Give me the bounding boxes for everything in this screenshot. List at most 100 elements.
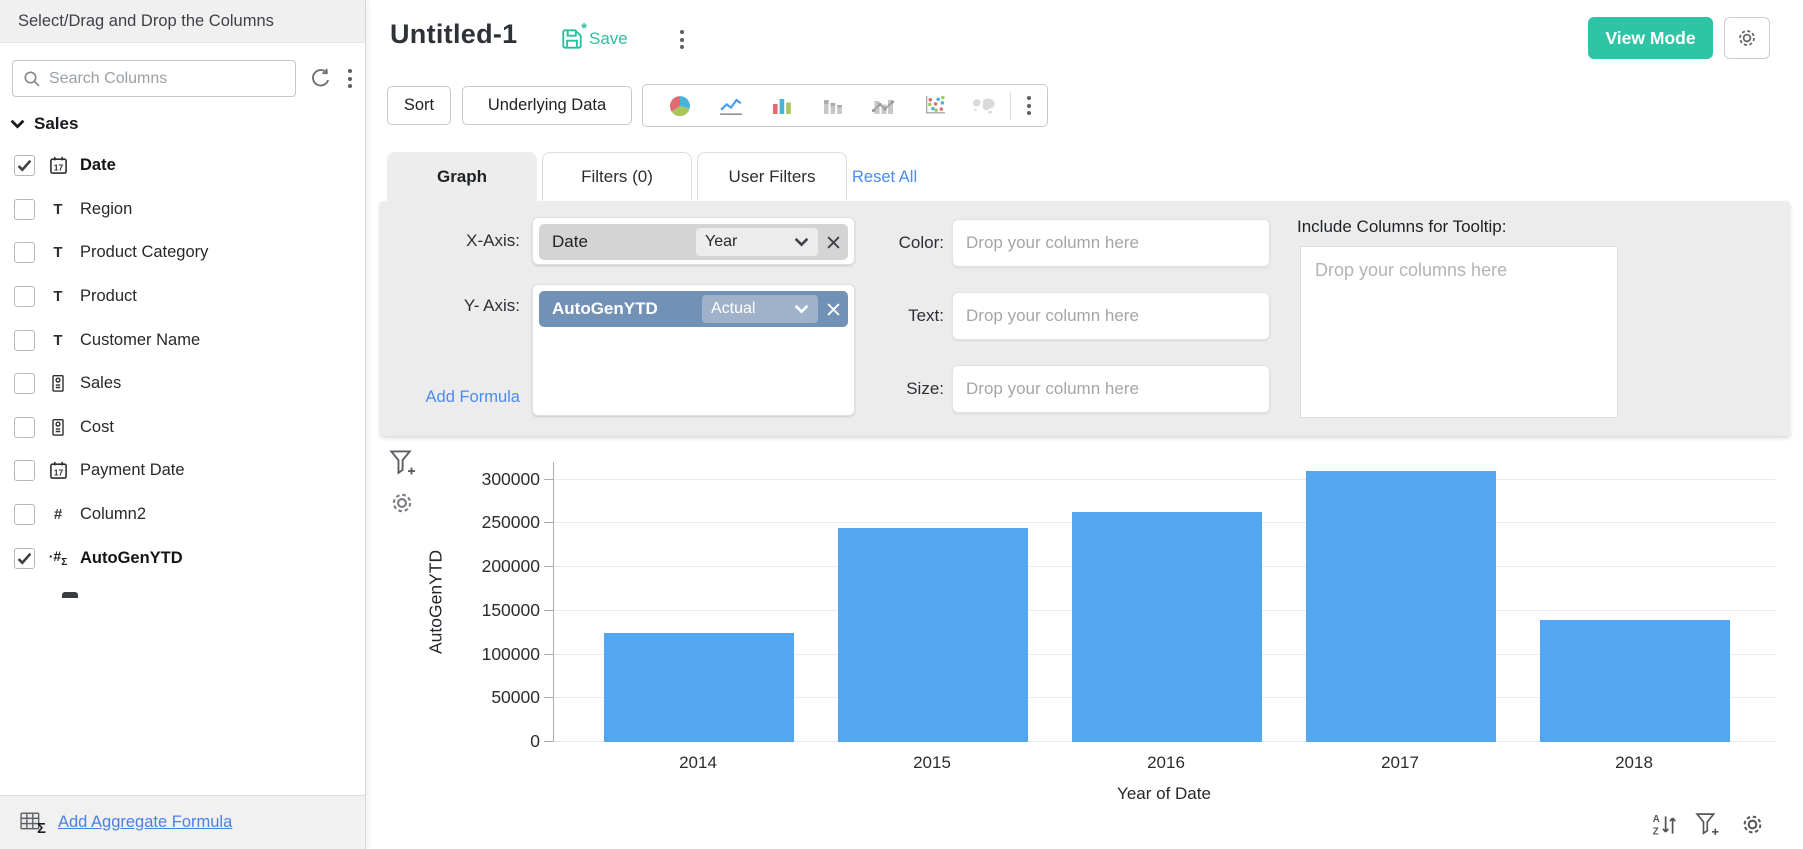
column-item-payment-date[interactable]: 17 Payment Date xyxy=(0,449,366,493)
bar-2018[interactable] xyxy=(1540,620,1730,742)
text-label: Text: xyxy=(908,306,944,325)
column-item-product-category[interactable]: T Product Category xyxy=(0,231,366,275)
pie-chart-icon[interactable] xyxy=(655,95,706,117)
size-dropzone[interactable]: Drop your column here xyxy=(952,365,1270,413)
underlying-data-button[interactable]: Underlying Data xyxy=(462,86,632,125)
y-tick-label: 100000 xyxy=(481,643,540,664)
stacked-bar-chart-icon[interactable] xyxy=(807,96,858,116)
refresh-icon[interactable] xyxy=(309,67,332,90)
checkbox[interactable] xyxy=(14,329,35,351)
save-button[interactable]: * Save xyxy=(560,20,628,51)
reset-all-link[interactable]: Reset All xyxy=(852,168,918,186)
more-chart-types-icon[interactable] xyxy=(1023,92,1035,119)
y-tick-mark xyxy=(544,653,554,655)
scatter-plot-icon[interactable] xyxy=(909,95,960,116)
column-item-product[interactable]: T Product xyxy=(0,275,366,319)
chevron-down-icon xyxy=(10,119,25,129)
view-mode-button[interactable]: View Mode xyxy=(1588,17,1713,59)
chevron-down-icon xyxy=(794,304,809,314)
calendar-icon: 17 xyxy=(47,156,69,175)
column-label: Product Category xyxy=(80,243,209,262)
column-label: Sales xyxy=(80,374,122,393)
map-chart-icon[interactable] xyxy=(959,96,1010,115)
bar-chart-icon[interactable] xyxy=(756,96,807,116)
add-aggregate-formula-link[interactable]: Add Aggregate Formula xyxy=(58,813,233,831)
search-box[interactable] xyxy=(12,60,296,97)
column-item-sales[interactable]: Sales xyxy=(0,362,366,406)
checkbox[interactable] xyxy=(14,504,35,526)
x-axis-remove-icon[interactable] xyxy=(827,235,840,249)
bar-2014[interactable] xyxy=(604,633,794,742)
column-label: Date xyxy=(80,156,116,175)
size-label: Size: xyxy=(906,379,944,398)
checkbox[interactable] xyxy=(14,286,35,308)
svg-text:17: 17 xyxy=(53,163,63,173)
column-item-autogenytd[interactable]: ·#Σ AutoGenYTD xyxy=(0,536,366,580)
y-function-dropdown[interactable]: Actual xyxy=(702,295,818,323)
checkbox[interactable] xyxy=(14,373,35,395)
sort-az-icon[interactable]: A Z xyxy=(1650,812,1678,838)
text-dropzone[interactable]: Drop your column here xyxy=(952,292,1270,340)
y-axis-label: Y- Axis: xyxy=(463,296,520,315)
x-axis-dropzone[interactable]: Date Year xyxy=(532,217,855,265)
y-tick-label: 50000 xyxy=(491,687,540,708)
checkbox[interactable] xyxy=(14,547,35,569)
search-columns-input[interactable] xyxy=(49,69,285,88)
column-item-region[interactable]: T Region xyxy=(0,188,366,232)
tab-graph[interactable]: Graph xyxy=(387,152,537,202)
y-tick-label: 0 xyxy=(530,731,540,751)
x-tick-label: 2017 xyxy=(1381,753,1419,772)
tab-filters[interactable]: Filters (0) xyxy=(542,152,692,200)
table-section-toggle[interactable]: Sales xyxy=(10,114,78,134)
x-tick-label: 2015 xyxy=(913,753,951,772)
color-dropzone[interactable]: Drop your column here xyxy=(952,219,1270,267)
column-item-cost[interactable]: Cost xyxy=(0,406,366,450)
title-more-menu-icon[interactable] xyxy=(676,26,688,53)
partial-scrolled-item xyxy=(62,592,78,598)
checkbox[interactable] xyxy=(14,416,35,438)
chart-bottom-toolbar: A Z xyxy=(1650,811,1766,838)
y-tick-mark xyxy=(544,609,554,611)
bar-line-combo-chart-icon[interactable] xyxy=(858,96,909,116)
column-label: Region xyxy=(80,199,133,218)
tab-user-filters[interactable]: User Filters xyxy=(697,152,847,200)
line-chart-icon[interactable] xyxy=(706,95,757,117)
bar-2017[interactable] xyxy=(1306,471,1496,742)
checkbox[interactable] xyxy=(14,242,35,264)
settings-button[interactable] xyxy=(1724,17,1770,59)
chart-y-axis-title: AutoGenYTD xyxy=(425,549,446,655)
unsaved-asterisk: * xyxy=(581,20,587,37)
column-item-customer-name[interactable]: T Customer Name xyxy=(0,318,366,362)
y-axis-chip[interactable]: AutoGenYTD Actual xyxy=(539,291,848,327)
currency-icon xyxy=(47,374,69,393)
chart-settings-gear-icon[interactable] xyxy=(388,489,416,517)
checkbox[interactable] xyxy=(14,460,35,482)
column-label: Column2 xyxy=(80,505,147,524)
gear-icon xyxy=(1735,26,1759,50)
y-axis-remove-icon[interactable] xyxy=(827,302,840,316)
bar-2015[interactable] xyxy=(838,528,1028,742)
add-filter-icon[interactable] xyxy=(389,449,419,477)
sidebar-more-menu-icon[interactable] xyxy=(344,65,356,92)
x-function-dropdown[interactable]: Year xyxy=(696,228,818,256)
checkbox[interactable] xyxy=(14,198,35,220)
x-axis-chip[interactable]: Date Year xyxy=(539,224,848,260)
add-formula-link[interactable]: Add Formula xyxy=(425,388,520,406)
tooltip-columns-dropzone[interactable]: Drop your columns here xyxy=(1300,246,1618,418)
sort-button[interactable]: Sort xyxy=(387,86,451,125)
checkbox[interactable] xyxy=(14,155,35,177)
bar-2016[interactable] xyxy=(1072,512,1262,742)
x-tick-label: 2014 xyxy=(679,753,717,772)
number-icon: # xyxy=(53,506,63,524)
y-axis-dropzone[interactable]: AutoGenYTD Actual xyxy=(532,284,855,416)
y-tick-label: 200000 xyxy=(481,556,540,576)
y-tick-mark xyxy=(544,697,554,699)
gear-icon[interactable] xyxy=(1739,811,1766,838)
filter-icon[interactable] xyxy=(1695,812,1722,837)
column-label: Payment Date xyxy=(80,461,185,480)
columns-sidebar: Select/Drag and Drop the Columns Sales 1… xyxy=(0,0,366,849)
column-item-column2[interactable]: # Column2 xyxy=(0,493,366,537)
y-tick-mark xyxy=(544,741,554,742)
column-item-date[interactable]: 17 Date xyxy=(0,144,366,188)
